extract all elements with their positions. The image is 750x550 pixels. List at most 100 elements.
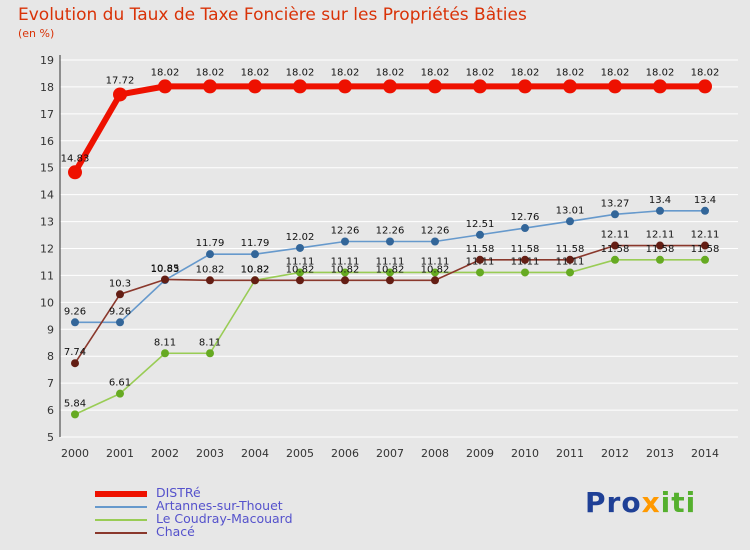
logo-part: x <box>641 486 661 519</box>
point-label: 18.02 <box>376 67 405 78</box>
data-point <box>656 206 664 215</box>
data-point <box>656 241 664 250</box>
y-tick-label: 10 <box>40 296 54 309</box>
y-tick-label: 19 <box>40 54 54 67</box>
point-label: 11.79 <box>241 238 270 249</box>
data-point <box>518 79 532 94</box>
point-label: 18.02 <box>556 67 585 78</box>
proxiti-logo: Proxiti <box>585 486 696 519</box>
point-label: 14.83 <box>61 153 90 164</box>
point-label: 11.11 <box>511 256 540 267</box>
point-label: 18.02 <box>691 67 720 78</box>
x-tick-label: 2005 <box>286 447 314 460</box>
point-label: 11.11 <box>466 256 495 267</box>
point-label: 18.02 <box>466 67 495 78</box>
data-point <box>296 276 304 285</box>
y-tick-label: 13 <box>40 216 54 229</box>
legend-label: Le Coudray-Macouard <box>156 511 293 527</box>
data-point <box>341 276 349 285</box>
data-point <box>251 276 259 285</box>
y-tick-label: 12 <box>40 243 54 256</box>
data-point <box>71 359 79 368</box>
data-point <box>611 210 619 219</box>
legend-item: Le Coudray-Macouard <box>95 513 293 526</box>
legend-label: Chacé <box>156 524 195 540</box>
data-point <box>206 349 214 358</box>
point-label: 13.27 <box>601 198 630 209</box>
data-point <box>71 318 79 327</box>
chart-title: Evolution du Taux de Taxe Foncière sur l… <box>18 5 527 25</box>
data-point <box>563 79 577 94</box>
data-point <box>386 268 394 277</box>
x-tick-label: 2010 <box>511 447 539 460</box>
point-label: 10.82 <box>376 264 405 275</box>
point-label: 10.82 <box>421 264 450 275</box>
data-point <box>206 276 214 285</box>
data-point <box>203 79 217 94</box>
data-point <box>431 237 439 246</box>
legend-item: DISTRé <box>95 487 293 500</box>
data-point <box>293 79 307 94</box>
data-point <box>431 276 439 285</box>
data-point <box>161 275 169 284</box>
data-point <box>521 255 529 264</box>
legend-label: Artannes-sur-Thouet <box>156 498 283 514</box>
point-label: 10.82 <box>331 264 360 275</box>
data-point <box>428 79 442 94</box>
point-label: 10.3 <box>109 278 131 289</box>
data-point <box>476 255 484 264</box>
x-tick-label: 2007 <box>376 447 404 460</box>
data-point <box>113 87 127 102</box>
legend-item: Chacé <box>95 526 293 539</box>
data-point <box>341 268 349 277</box>
data-point <box>701 255 709 264</box>
data-point <box>473 79 487 94</box>
point-label: 12.02 <box>286 232 315 243</box>
point-label: 11.58 <box>511 244 540 255</box>
legend-swatch <box>95 531 147 534</box>
y-tick-label: 18 <box>40 81 54 94</box>
y-tick-label: 9 <box>47 323 54 336</box>
point-label: 6.61 <box>109 378 131 389</box>
y-tick-label: 15 <box>40 162 54 175</box>
data-point <box>698 79 712 94</box>
data-point <box>521 224 529 233</box>
data-point <box>206 250 214 259</box>
data-point <box>653 79 667 94</box>
legend: DISTRé Artannes-sur-Thouet Le Coudray-Maco… <box>95 487 293 539</box>
point-label: 11.79 <box>196 238 225 249</box>
y-tick-label: 8 <box>47 350 54 363</box>
point-label: 9.26 <box>109 306 131 317</box>
data-point <box>296 268 304 277</box>
y-tick-label: 11 <box>40 269 54 282</box>
x-tick-label: 2001 <box>106 447 134 460</box>
data-point <box>476 268 484 277</box>
point-label: 10.82 <box>286 264 315 275</box>
point-label: 12.11 <box>601 230 630 241</box>
point-label: 10.82 <box>196 264 225 275</box>
point-label: 11.11 <box>556 256 585 267</box>
data-point <box>701 206 709 215</box>
point-label: 11.11 <box>376 256 405 267</box>
x-tick-label: 2000 <box>61 447 89 460</box>
point-label: 11.58 <box>646 244 675 255</box>
legend-item: Artannes-sur-Thouet <box>95 500 293 513</box>
point-label: 10.82 <box>241 264 270 275</box>
point-label: 18.02 <box>241 67 270 78</box>
y-tick-label: 5 <box>47 431 54 444</box>
data-point <box>116 290 124 299</box>
point-label: 11.58 <box>466 244 495 255</box>
point-label: 10.82 <box>241 264 270 275</box>
x-tick-label: 2013 <box>646 447 674 460</box>
legend-label: DISTRé <box>156 485 201 501</box>
chart-svg: 5 6 7 8 9 10 11 12 13 14 15 16 17 18 19 2000 2001 2002 200… <box>40 54 738 460</box>
point-label: 18.02 <box>601 67 630 78</box>
y-tick-label: 14 <box>40 189 54 202</box>
point-label: 12.26 <box>331 225 360 236</box>
logo-part: iti <box>660 486 697 519</box>
point-label: 11.11 <box>421 256 450 267</box>
point-label: 12.26 <box>421 225 450 236</box>
x-tick-label: 2004 <box>241 447 269 460</box>
x-tick-label: 2002 <box>151 447 179 460</box>
point-label: 18.02 <box>286 67 315 78</box>
